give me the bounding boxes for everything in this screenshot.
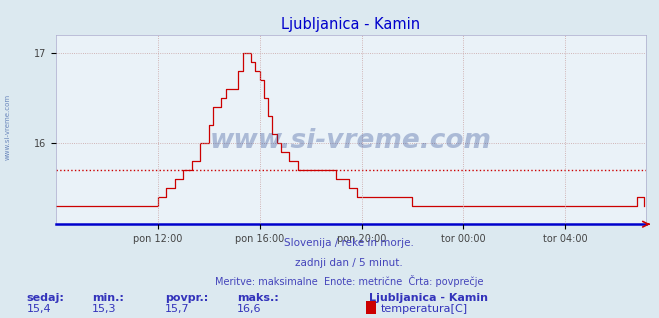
- Text: maks.:: maks.:: [237, 293, 279, 302]
- Title: Ljubljanica - Kamin: Ljubljanica - Kamin: [281, 17, 420, 32]
- Text: www.si-vreme.com: www.si-vreme.com: [210, 128, 492, 154]
- Text: 15,7: 15,7: [165, 304, 189, 314]
- Text: Ljubljanica - Kamin: Ljubljanica - Kamin: [369, 293, 488, 302]
- Text: zadnji dan / 5 minut.: zadnji dan / 5 minut.: [295, 258, 403, 267]
- Text: Meritve: maksimalne  Enote: metrične  Črta: povprečje: Meritve: maksimalne Enote: metrične Črta…: [215, 275, 484, 287]
- Text: 16,6: 16,6: [237, 304, 262, 314]
- Text: Slovenija / reke in morje.: Slovenija / reke in morje.: [284, 238, 415, 248]
- Text: temperatura[C]: temperatura[C]: [381, 304, 468, 314]
- Text: www.si-vreme.com: www.si-vreme.com: [5, 94, 11, 160]
- Text: povpr.:: povpr.:: [165, 293, 208, 302]
- Text: sedaj:: sedaj:: [26, 293, 64, 302]
- Text: 15,3: 15,3: [92, 304, 117, 314]
- Text: 15,4: 15,4: [26, 304, 51, 314]
- Text: min.:: min.:: [92, 293, 124, 302]
